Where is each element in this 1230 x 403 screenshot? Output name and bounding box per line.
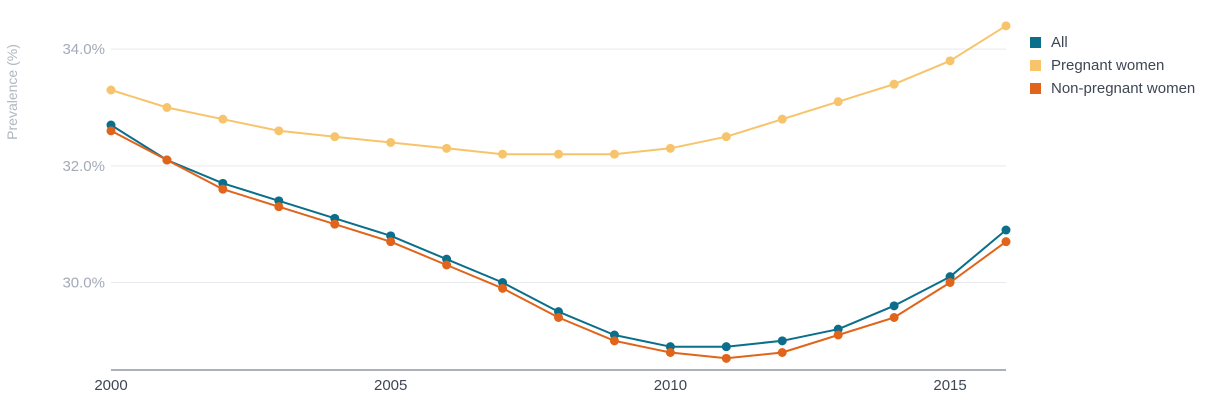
data-point[interactable] [609,336,619,346]
data-point[interactable] [833,330,843,340]
legend-label: Non-pregnant women [1051,80,1195,97]
data-point[interactable] [665,348,675,357]
data-point[interactable] [218,114,228,124]
legend: All Pregnant women Non-pregnant women [1030,34,1195,97]
data-point[interactable] [498,283,508,293]
series-group [106,21,1011,363]
data-point[interactable] [330,219,340,229]
data-point[interactable] [162,103,172,112]
series-non-pregnant-women [106,126,1011,363]
data-point[interactable] [498,149,508,159]
data-point[interactable] [721,342,731,352]
legend-item[interactable]: Pregnant women [1030,57,1164,74]
data-point[interactable] [386,138,396,147]
data-point[interactable] [218,184,228,194]
data-point[interactable] [665,143,675,153]
data-point[interactable] [777,336,787,346]
data-point[interactable] [833,97,843,107]
data-point[interactable] [777,348,787,357]
data-point[interactable] [945,278,955,287]
data-point[interactable] [889,313,899,322]
data-point[interactable] [1001,21,1011,31]
legend-swatch [1030,83,1041,94]
x-tick-label: 2010 [654,377,687,394]
data-point[interactable] [721,353,731,363]
legend-label: All [1051,34,1068,51]
x-tick-label: 2015 [933,377,966,394]
x-tick-label: 2005 [374,377,407,394]
y-tick-label: 30.0% [62,275,105,292]
data-point[interactable] [554,149,563,159]
y-axis-title: Prevalence (%) [4,44,20,140]
data-point[interactable] [106,126,116,136]
data-point[interactable] [330,132,340,142]
series-pregnant-women [106,21,1011,159]
data-point[interactable] [889,79,899,89]
x-axis: 2000 2005 2010 2015 [94,369,1006,394]
gridlines [111,48,1006,283]
legend-item[interactable]: All [1030,34,1068,51]
data-point[interactable] [162,155,172,165]
data-point[interactable] [1001,237,1011,247]
data-point[interactable] [721,132,731,142]
y-tick-label: 34.0% [62,41,105,58]
series-line [110,24,1007,156]
legend-swatch [1030,37,1041,48]
y-axis: 30.0% 32.0% 34.0% [62,41,105,291]
data-point[interactable] [609,149,619,159]
data-point[interactable] [386,237,396,247]
legend-item[interactable]: Non-pregnant women [1030,80,1195,97]
data-point[interactable] [274,202,284,212]
data-point[interactable] [442,143,452,153]
data-point[interactable] [889,301,899,311]
data-point[interactable] [945,56,955,66]
x-tick-label: 2000 [94,377,127,394]
data-point[interactable] [274,126,284,136]
series-line [110,129,1007,360]
data-point[interactable] [1001,225,1011,235]
legend-swatch [1030,60,1041,71]
data-point[interactable] [106,85,116,95]
data-point[interactable] [777,114,787,124]
legend-label: Pregnant women [1051,57,1164,74]
data-point[interactable] [442,260,452,270]
data-point[interactable] [554,313,563,322]
y-tick-label: 32.0% [62,158,105,175]
